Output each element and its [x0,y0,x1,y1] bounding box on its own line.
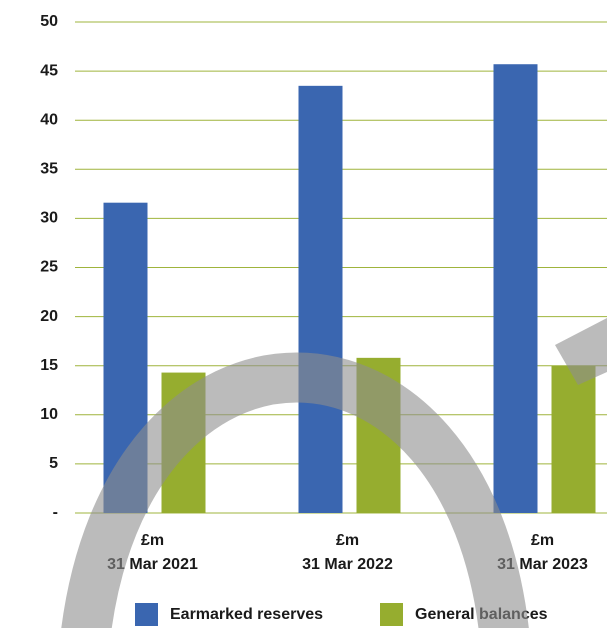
x-tick-label: 31 Mar 2023 [497,556,588,573]
x-tick-label: 31 Mar 2021 [107,556,198,573]
y-tick-label: 20 [40,308,58,325]
bar [551,365,596,513]
plot-area: - 5 10 15 20 25 30 35 40 45 50 £m 31 Mar 2021 £m 31 Ma… [40,13,607,626]
y-tick-label: 40 [40,111,58,128]
arc-shape [555,318,607,385]
y-tick-label: 30 [40,210,58,227]
legend-swatch [135,603,158,626]
y-tick-label: 35 [40,161,58,178]
watermark-arc [61,318,607,628]
x-unit-label: £m [531,532,554,549]
bar [493,64,538,513]
y-tick-label: 25 [40,259,58,276]
y-tick-label: 10 [40,406,58,423]
x-tick-label: 31 Mar 2022 [302,556,393,573]
legend-label: Earmarked reserves [170,606,323,623]
arc-shape [61,352,529,628]
bar [298,85,343,513]
y-tick-label: 50 [40,13,58,30]
y-tick-label: 45 [40,62,58,79]
y-tick-label: 15 [40,357,58,374]
legend-swatch [380,603,403,626]
x-unit-label: £m [336,532,359,549]
y-tick-label: - [53,504,58,521]
y-tick-label: 5 [49,455,58,472]
x-unit-label: £m [141,532,164,549]
